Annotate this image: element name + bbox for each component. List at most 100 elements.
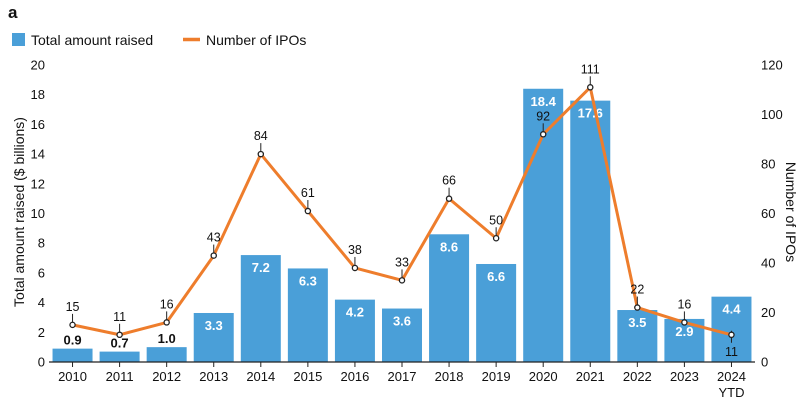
ipo-markers bbox=[69, 76, 735, 343]
ipo-value-label: 11 bbox=[725, 345, 738, 359]
x-tick-label: 2024 bbox=[717, 369, 746, 384]
x-tick-label: 2018 bbox=[435, 369, 464, 384]
ipo-marker bbox=[69, 321, 76, 329]
bar-2012 bbox=[146, 347, 187, 362]
legend-bar-swatch bbox=[12, 33, 25, 46]
legend-line-label: Number of IPOs bbox=[206, 32, 306, 48]
ipo-value-label: 50 bbox=[489, 213, 503, 227]
bar-value-label: 2.9 bbox=[675, 324, 693, 339]
bar-value-label: 3.6 bbox=[393, 314, 411, 329]
ipo-value-label: 16 bbox=[677, 297, 691, 311]
left-axis-ticks: 0 2 4 6 8 10 12 14 16 18 20 bbox=[31, 58, 45, 370]
bar-2022 bbox=[617, 310, 658, 362]
x-tick-label: 2011 bbox=[106, 369, 134, 384]
bar-value-label: 18.4 bbox=[531, 94, 557, 109]
ipo-marker bbox=[398, 277, 406, 284]
left-tick-label: 18 bbox=[31, 87, 45, 102]
left-axis-title: Total amount raised ($ billions) bbox=[11, 117, 27, 307]
left-tick-label: 12 bbox=[31, 176, 45, 191]
x-tick-label: 2020 bbox=[529, 369, 558, 384]
ipo-value-label: 66 bbox=[442, 174, 456, 188]
x-tick-label: 2017 bbox=[388, 369, 417, 384]
ipo-value-label: 84 bbox=[254, 129, 268, 143]
bar-value-label: 1.0 bbox=[158, 331, 176, 346]
x-tick-label: 2019 bbox=[482, 369, 511, 384]
right-tick-label: 120 bbox=[761, 58, 783, 73]
panel-letter: a bbox=[8, 3, 18, 22]
ipo-value-label: 38 bbox=[348, 243, 362, 257]
right-tick-label: 20 bbox=[761, 305, 775, 320]
x-tick-label: 2022 bbox=[623, 369, 652, 384]
bar-2014 bbox=[240, 255, 281, 362]
ipo-marker bbox=[539, 131, 547, 138]
left-tick-label: 2 bbox=[38, 325, 45, 340]
ipo-marker bbox=[445, 195, 453, 202]
left-tick-label: 6 bbox=[38, 265, 45, 280]
x-tick-label: 2016 bbox=[340, 369, 369, 384]
ipo-marker bbox=[492, 234, 500, 242]
bar-value-label: 6.3 bbox=[299, 273, 317, 288]
right-tick-label: 40 bbox=[761, 256, 775, 271]
left-tick-label: 14 bbox=[31, 147, 45, 162]
right-tick-label: 0 bbox=[761, 355, 768, 370]
x-tick-label: 2015 bbox=[293, 369, 322, 384]
bar-value-label: 17.6 bbox=[578, 106, 603, 121]
x-tick-sublabel: YTD bbox=[718, 385, 744, 400]
bar-2011 bbox=[99, 351, 140, 362]
ipo-value-label: 11 bbox=[113, 310, 126, 324]
bar-value-label: 6.6 bbox=[487, 269, 505, 284]
ipo-marker bbox=[210, 252, 217, 259]
left-tick-label: 8 bbox=[38, 236, 45, 251]
right-axis-title: Number of IPOs bbox=[783, 162, 799, 262]
ipo-value-label: 111 bbox=[581, 62, 600, 76]
bar-2021 bbox=[570, 100, 611, 362]
left-tick-label: 0 bbox=[38, 355, 45, 370]
ipo-labels: 15 11 16 43 84 61 38 33 66 50 92 111 22 16 11 bbox=[66, 62, 738, 359]
left-tick-label: 10 bbox=[31, 206, 45, 221]
bar-value-label: 3.5 bbox=[628, 315, 646, 330]
bar-2017 bbox=[382, 308, 422, 362]
ipo-marker bbox=[351, 264, 359, 272]
bar-value-label: 4.4 bbox=[722, 302, 741, 317]
left-tick-label: 4 bbox=[38, 295, 45, 310]
legend: Total amount raised Number of IPOs bbox=[12, 32, 306, 48]
bar-2024 bbox=[711, 296, 752, 362]
bar-2019 bbox=[476, 263, 517, 362]
right-tick-label: 80 bbox=[761, 157, 775, 172]
ipo-value-label: 92 bbox=[536, 109, 550, 123]
bar-value-label: 7.2 bbox=[252, 260, 270, 275]
ipo-value-label: 33 bbox=[395, 255, 409, 269]
x-tick-label: 2014 bbox=[246, 369, 275, 384]
bar-2013 bbox=[193, 312, 234, 362]
ipo-marker bbox=[163, 319, 170, 326]
left-tick-label: 16 bbox=[31, 117, 45, 132]
x-tick-label: 2010 bbox=[58, 369, 87, 384]
ipo-marker bbox=[116, 331, 123, 339]
ipo-value-label: 16 bbox=[160, 297, 174, 311]
ipo-value-label: 15 bbox=[66, 300, 80, 314]
left-tick-label: 20 bbox=[31, 58, 45, 73]
x-tick-label: 2021 bbox=[576, 369, 605, 384]
right-axis-ticks: 0 20 40 60 80 100 120 bbox=[761, 58, 783, 370]
ipo-marker bbox=[634, 304, 641, 311]
bar-2016 bbox=[334, 299, 375, 362]
bar-2010 bbox=[52, 348, 93, 362]
x-axis-ticks: 2010 2011 2012 2013 2014 2015 2016 2017 2018 2019… bbox=[58, 362, 746, 400]
right-tick-label: 100 bbox=[761, 107, 783, 122]
bar-value-label: 0.7 bbox=[111, 336, 129, 351]
ipo-marker bbox=[681, 319, 688, 326]
ipo-value-label: 22 bbox=[630, 283, 644, 297]
x-tick-label: 2023 bbox=[670, 369, 699, 384]
x-tick-label: 2013 bbox=[199, 369, 228, 384]
ipo-marker bbox=[257, 150, 265, 158]
bar-2015 bbox=[287, 268, 328, 362]
x-tick-label: 2012 bbox=[152, 369, 181, 384]
right-tick-label: 60 bbox=[761, 206, 775, 221]
bar-value-label: 0.9 bbox=[63, 333, 81, 348]
ipo-value-label: 43 bbox=[207, 231, 221, 245]
bar-value-label: 4.2 bbox=[346, 305, 364, 320]
bar-2018 bbox=[429, 234, 470, 362]
ipo-value-label: 61 bbox=[301, 186, 315, 200]
